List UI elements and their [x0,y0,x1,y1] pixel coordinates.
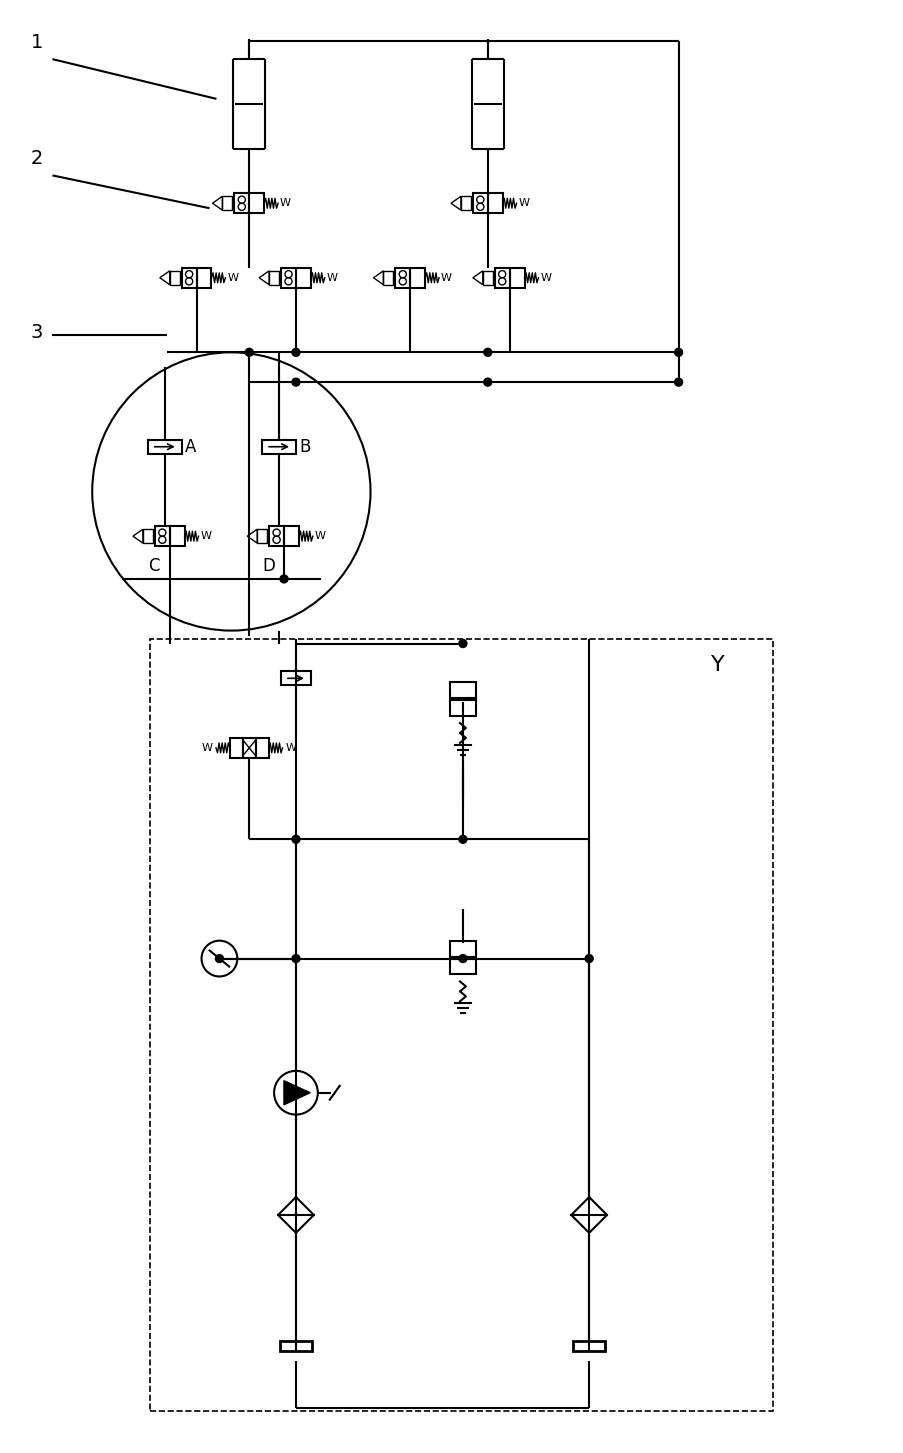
Circle shape [292,955,300,962]
Text: W: W [441,273,452,283]
Bar [222,196,232,211]
Text: W: W [285,742,296,753]
Bar [154,526,170,546]
Text: W: W [200,532,211,541]
Bar [170,526,184,546]
Bar [450,683,475,699]
Bar [243,738,256,758]
Circle shape [584,955,592,962]
Bar [269,270,279,285]
Circle shape [280,575,288,583]
Text: W: W [228,273,238,283]
Bar [383,270,393,285]
Text: W: W [201,742,213,753]
Circle shape [215,955,223,962]
Bar [281,671,311,686]
Text: A: A [184,437,196,456]
Bar [143,529,153,543]
Bar [461,196,470,211]
Text: W: W [280,198,291,208]
Bar [234,193,249,214]
Text: 1: 1 [31,33,43,52]
Circle shape [245,349,253,356]
Text: D: D [262,556,275,575]
Text: W: W [326,273,338,283]
Bar [573,1341,604,1351]
Circle shape [483,349,491,356]
Circle shape [459,835,466,843]
Bar [450,940,475,956]
Polygon shape [284,1081,310,1104]
Text: 3: 3 [31,323,43,341]
Circle shape [292,349,300,356]
Bar [262,440,295,453]
Bar [256,738,268,758]
Text: B: B [299,437,310,456]
Circle shape [483,378,491,386]
Bar [148,440,182,453]
Bar [450,959,475,975]
Text: W: W [540,273,551,283]
Text: W: W [518,198,529,208]
Bar [472,193,488,214]
Circle shape [459,639,466,648]
Bar [257,529,267,543]
Bar [295,267,311,288]
Text: 2: 2 [31,150,43,169]
Bar [281,267,295,288]
Bar [170,270,180,285]
Bar [150,638,772,1411]
Bar [488,193,502,214]
Bar [509,267,524,288]
Bar [494,267,509,288]
Circle shape [292,835,300,843]
Circle shape [674,349,682,356]
Bar [182,267,196,288]
Bar [280,1341,312,1351]
Circle shape [459,955,466,962]
Bar [196,267,211,288]
Text: Y: Y [711,655,724,676]
Bar [410,267,424,288]
Bar [284,526,299,546]
Bar [395,267,410,288]
Circle shape [674,378,682,386]
Text: C: C [148,556,159,575]
Bar [229,738,243,758]
Text: W: W [314,532,325,541]
Bar [269,526,284,546]
Bar [450,700,475,716]
Bar [482,270,492,285]
Bar [249,193,264,214]
Circle shape [292,378,300,386]
